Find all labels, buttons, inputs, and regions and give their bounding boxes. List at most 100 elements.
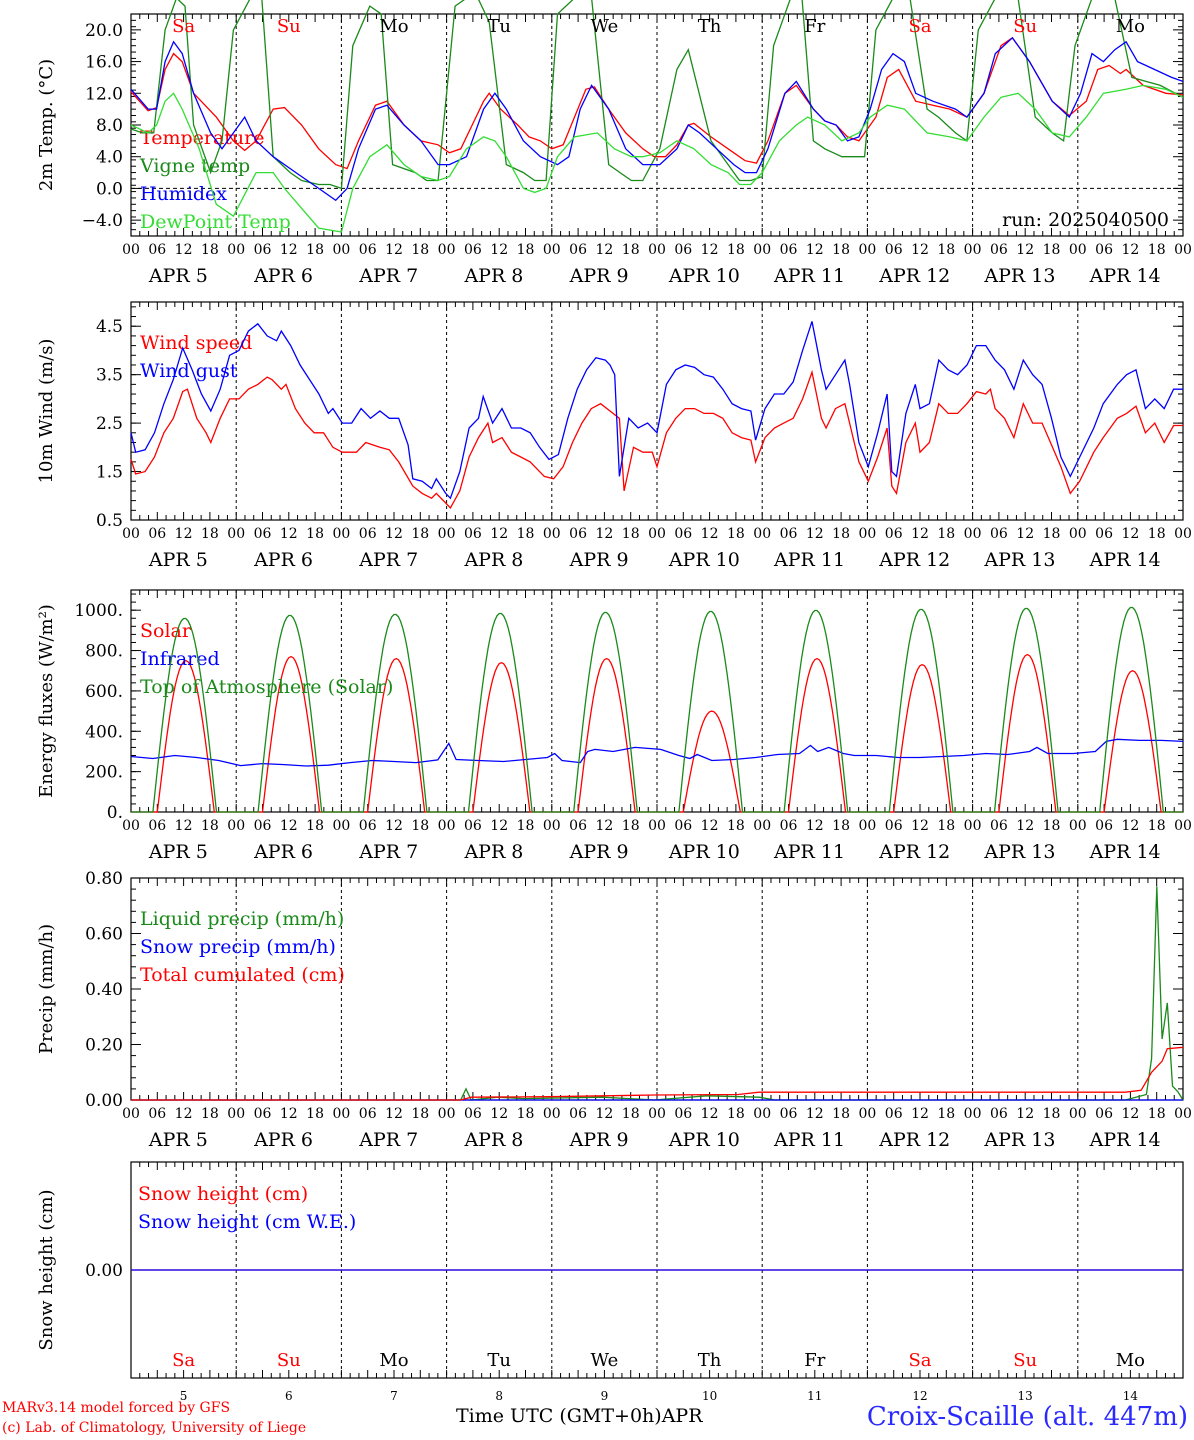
hour-label: 18 xyxy=(832,242,850,258)
hour-label: 00 xyxy=(858,1106,876,1122)
hour-label: 18 xyxy=(201,1106,219,1122)
hour-label: 00 xyxy=(858,526,876,542)
y-axis-label: 2m Temp. (°C) xyxy=(36,59,57,191)
legend-entry: Wind speed xyxy=(140,332,252,354)
day-number: 9 xyxy=(601,1389,609,1403)
hour-label: 06 xyxy=(990,1106,1008,1122)
date-label: APR 13 xyxy=(983,1129,1055,1151)
hour-label: 18 xyxy=(832,1106,850,1122)
day-number: 7 xyxy=(390,1389,398,1403)
hour-label: 12 xyxy=(911,526,929,542)
y-axis-label: Energy fluxes (W/m²) xyxy=(36,604,57,798)
hour-label: 00 xyxy=(858,242,876,258)
hour-label: 06 xyxy=(674,242,692,258)
hour-label: 00 xyxy=(543,242,561,258)
date-label: APR 12 xyxy=(878,549,950,571)
y-tick-label: 1.5 xyxy=(96,463,123,483)
hour-label: 06 xyxy=(674,526,692,542)
y-tick-label: 800. xyxy=(85,642,123,662)
hour-label: 18 xyxy=(937,242,955,258)
date-label: APR 10 xyxy=(668,549,740,571)
y-tick-label: 16.0 xyxy=(85,53,123,73)
y-tick-label: 0.80 xyxy=(85,869,123,889)
date-label: APR 8 xyxy=(463,549,523,571)
series-line-wind-speed xyxy=(130,369,1183,509)
weekday-label: Sa xyxy=(908,1350,931,1371)
hour-label: 00 xyxy=(858,818,876,834)
hour-label: 12 xyxy=(385,526,403,542)
y-tick-label: 0.20 xyxy=(85,1036,123,1056)
hour-label: 18 xyxy=(1148,1106,1166,1122)
hour-label: 06 xyxy=(1095,242,1113,258)
hour-label: 12 xyxy=(1016,526,1034,542)
date-label: APR 14 xyxy=(1089,265,1161,287)
hour-label: 12 xyxy=(806,818,824,834)
hour-label: 18 xyxy=(201,242,219,258)
hour-label: 12 xyxy=(701,1106,719,1122)
weekday-label: Fr xyxy=(804,16,825,37)
hour-label: 12 xyxy=(490,242,508,258)
hour-label: 18 xyxy=(622,1106,640,1122)
hour-label: 18 xyxy=(1043,242,1061,258)
hour-label: 06 xyxy=(780,242,798,258)
hour-label: 00 xyxy=(964,242,982,258)
hour-label: 00 xyxy=(438,818,456,834)
hour-label: 00 xyxy=(227,242,245,258)
hour-label: 06 xyxy=(674,1106,692,1122)
weekday-label: Mo xyxy=(1116,1350,1145,1371)
hour-label: 06 xyxy=(569,242,587,258)
hour-label: 00 xyxy=(964,818,982,834)
legend-entry: Liquid precip (mm/h) xyxy=(140,908,344,930)
hour-label: 06 xyxy=(359,242,377,258)
hour-label: 00 xyxy=(964,526,982,542)
hour-label: 00 xyxy=(438,242,456,258)
hour-label: 00 xyxy=(753,526,771,542)
date-label: APR 6 xyxy=(253,841,313,863)
hour-label: 06 xyxy=(569,526,587,542)
series-line-wind-gust xyxy=(130,321,1183,500)
hour-label: 00 xyxy=(648,526,666,542)
x-axis-title: Time UTC (GMT+0h)APR xyxy=(456,1405,703,1427)
hour-label: 18 xyxy=(411,526,429,542)
hour-label: 06 xyxy=(990,818,1008,834)
date-label: APR 6 xyxy=(253,1129,313,1151)
hour-label: 12 xyxy=(280,1106,298,1122)
hour-label: 12 xyxy=(806,526,824,542)
hour-label: 06 xyxy=(254,526,272,542)
hour-label: 06 xyxy=(780,526,798,542)
hour-label: 06 xyxy=(464,818,482,834)
hour-label: 18 xyxy=(727,1106,745,1122)
date-label: APR 8 xyxy=(463,1129,523,1151)
hour-label: 18 xyxy=(937,1106,955,1122)
hour-label: 12 xyxy=(385,242,403,258)
hour-label: 06 xyxy=(1095,818,1113,834)
date-label: APR 5 xyxy=(148,841,208,863)
y-tick-label: 0.00 xyxy=(85,1091,123,1111)
weekday-label: Th xyxy=(698,16,722,37)
date-label: APR 11 xyxy=(773,549,845,571)
hour-label: 06 xyxy=(885,1106,903,1122)
y-tick-label: 3.5 xyxy=(96,366,123,386)
weekday-label: Su xyxy=(277,1350,301,1371)
date-label: APR 10 xyxy=(668,841,740,863)
hour-label: 18 xyxy=(517,818,535,834)
hour-label: 18 xyxy=(517,1106,535,1122)
weekday-label: We xyxy=(591,16,619,37)
weekday-label: Tu xyxy=(487,16,511,37)
hour-label: 06 xyxy=(569,818,587,834)
hour-label: 00 xyxy=(648,818,666,834)
weekday-label: Sa xyxy=(908,16,931,37)
hour-label: 12 xyxy=(701,818,719,834)
hour-label: 12 xyxy=(1121,242,1139,258)
hour-label: 00 xyxy=(543,1106,561,1122)
hour-label: 18 xyxy=(1148,526,1166,542)
hour-label: 00 xyxy=(122,526,140,542)
weekday-label: Mo xyxy=(379,16,408,37)
date-label: APR 5 xyxy=(148,1129,208,1151)
hour-label: 00 xyxy=(227,1106,245,1122)
y-tick-label: 400. xyxy=(85,722,123,742)
series-line-total-cumulated-cm- xyxy=(131,1046,1184,1101)
day-number: 14 xyxy=(1123,1389,1139,1403)
hour-label: 12 xyxy=(175,526,193,542)
y-tick-label: 2.5 xyxy=(96,414,123,434)
